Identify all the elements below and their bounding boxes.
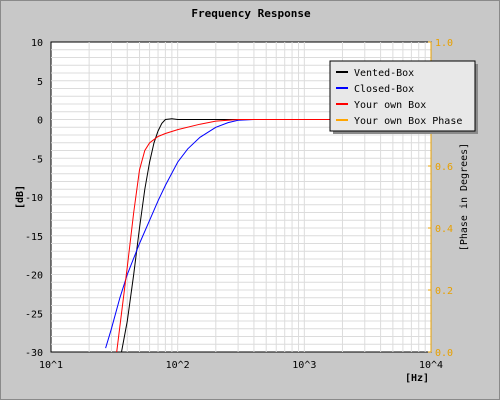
y-tick-label: -10 <box>25 193 43 204</box>
x-tick-label: 10^4 <box>419 360 443 371</box>
x-tick-label: 10^1 <box>39 360 63 371</box>
y2-axis-label: [Phase in Degrees] <box>459 143 470 251</box>
y-tick-label: 5 <box>37 77 43 88</box>
y-tick-label: 0 <box>37 116 43 127</box>
x-axis-label: [Hz] <box>405 373 429 384</box>
x-tick-label: 10^2 <box>166 360 190 371</box>
y-tick-label: -20 <box>25 271 43 282</box>
legend-item-label: Your own Box <box>354 100 426 111</box>
y2-tick-label: 0.2 <box>435 286 453 297</box>
chart-title: Frequency Response <box>191 7 311 20</box>
legend: Vented-Box Closed-Box Your own Box Your own… <box>329 60 478 134</box>
y-tick-label: 10 <box>31 38 43 49</box>
y-tick-label: -30 <box>25 348 43 359</box>
y-tick-label: -5 <box>31 154 43 165</box>
y-tick-label: -15 <box>25 232 43 243</box>
y-axis-label: [dB] <box>15 185 26 209</box>
legend-item-label: Vented-Box <box>354 68 414 79</box>
y2-tick-label: 1.0 <box>435 38 453 49</box>
y-tick-label: -25 <box>25 309 43 320</box>
legend-item-label: Closed-Box <box>354 84 414 95</box>
y2-tick-label: 0.6 <box>435 162 453 173</box>
legend-item-label: Your own Box Phase <box>354 116 462 127</box>
x-tick-labels: 10^1 10^2 10^3 10^4 <box>39 360 443 371</box>
y-tick-labels: 10 5 0 -5 -10 -15 -20 -25 -30 <box>25 38 43 359</box>
series-group <box>105 118 431 352</box>
y2-tick-label: 0.4 <box>435 224 453 235</box>
series-line-closed-box <box>105 119 431 349</box>
x-tick-label: 10^3 <box>292 360 316 371</box>
y2-tick-label: 0.0 <box>435 348 453 359</box>
series-line-your-own-box <box>116 119 431 352</box>
legend-box <box>329 60 476 132</box>
